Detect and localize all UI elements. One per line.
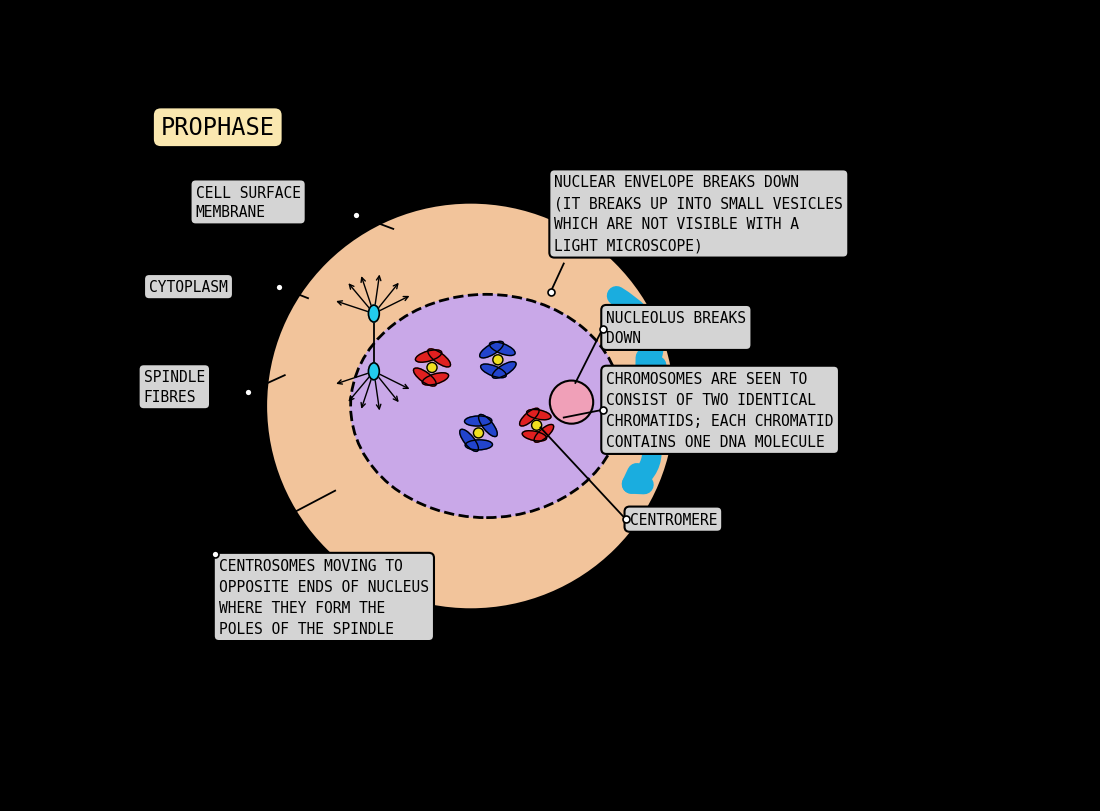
Circle shape xyxy=(550,381,593,424)
Circle shape xyxy=(473,428,484,439)
Text: PROPHASE: PROPHASE xyxy=(161,116,275,140)
Ellipse shape xyxy=(492,363,516,379)
Text: CELL SURFACE
MEMBRANE: CELL SURFACE MEMBRANE xyxy=(196,185,300,220)
Ellipse shape xyxy=(414,368,437,387)
Text: CYTOPLASM: CYTOPLASM xyxy=(150,280,228,294)
Ellipse shape xyxy=(428,350,451,367)
Text: CENTROSOMES MOVING TO
OPPOSITE ENDS OF NUCLEUS
WHERE THEY FORM THE
POLES OF THE : CENTROSOMES MOVING TO OPPOSITE ENDS OF N… xyxy=(219,558,429,636)
Circle shape xyxy=(531,421,541,431)
Ellipse shape xyxy=(368,306,379,323)
Ellipse shape xyxy=(416,350,442,363)
Ellipse shape xyxy=(519,409,539,427)
Ellipse shape xyxy=(465,440,493,450)
Ellipse shape xyxy=(351,295,622,518)
Text: CENTROMERE: CENTROMERE xyxy=(629,512,717,527)
Ellipse shape xyxy=(527,410,551,420)
FancyArrowPatch shape xyxy=(631,409,652,485)
Circle shape xyxy=(427,363,437,373)
Text: CHROMOSOMES ARE SEEN TO
CONSIST OF TWO IDENTICAL
CHROMATIDS; EACH CHROMATID
CONT: CHROMOSOMES ARE SEEN TO CONSIST OF TWO I… xyxy=(606,371,834,449)
Text: NUCLEOLUS BREAKS
DOWN: NUCLEOLUS BREAKS DOWN xyxy=(606,311,747,345)
Ellipse shape xyxy=(422,373,449,385)
FancyArrowPatch shape xyxy=(616,296,657,371)
Ellipse shape xyxy=(522,431,547,441)
Text: SPINDLE
FIBRES: SPINDLE FIBRES xyxy=(144,370,205,405)
Text: NUCLEAR ENVELOPE BREAKS DOWN
(IT BREAKS UP INTO SMALL VESICLES
WHICH ARE NOT VIS: NUCLEAR ENVELOPE BREAKS DOWN (IT BREAKS … xyxy=(554,175,844,253)
Circle shape xyxy=(265,203,676,610)
Ellipse shape xyxy=(535,425,553,443)
Ellipse shape xyxy=(478,415,497,437)
Circle shape xyxy=(493,355,503,365)
Ellipse shape xyxy=(490,342,515,356)
Ellipse shape xyxy=(368,363,379,380)
Ellipse shape xyxy=(460,430,478,452)
Ellipse shape xyxy=(481,365,506,378)
Ellipse shape xyxy=(464,417,492,427)
Ellipse shape xyxy=(480,342,504,358)
